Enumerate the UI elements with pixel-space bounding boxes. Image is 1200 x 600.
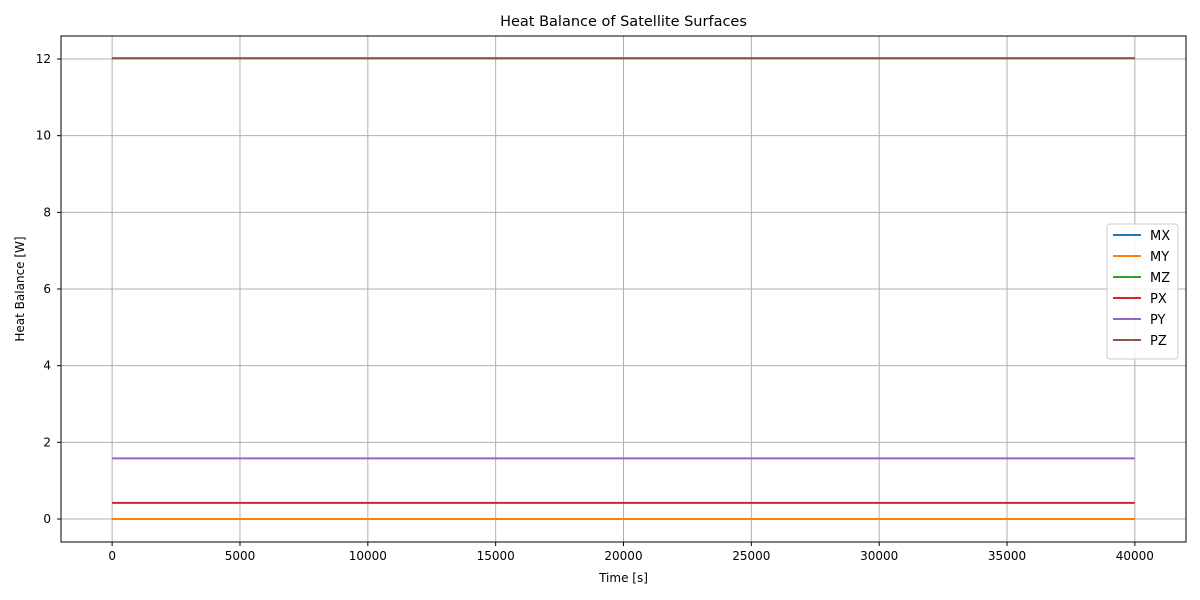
y-tick-label: 2 bbox=[43, 435, 51, 449]
legend-label-py: PY bbox=[1150, 313, 1166, 328]
y-axis-label: Heat Balance [W] bbox=[13, 236, 27, 341]
y-tick-label: 8 bbox=[43, 205, 51, 219]
x-tick-label: 40000 bbox=[1116, 549, 1154, 563]
y-tick-label: 4 bbox=[43, 359, 51, 373]
legend-label-mz: MZ bbox=[1150, 271, 1170, 286]
x-axis-label: Time [s] bbox=[598, 571, 648, 585]
x-tick-label: 20000 bbox=[604, 549, 642, 563]
chart-title: Heat Balance of Satellite Surfaces bbox=[500, 14, 747, 30]
legend-label-my: MY bbox=[1150, 250, 1169, 265]
legend-label-mx: MX bbox=[1150, 229, 1170, 244]
x-tick-label: 0 bbox=[108, 549, 116, 563]
y-tick-label: 6 bbox=[43, 282, 51, 296]
x-tick-label: 30000 bbox=[860, 549, 898, 563]
legend-label-pz: PZ bbox=[1150, 334, 1167, 349]
series-lines bbox=[112, 57, 1135, 520]
x-tick-label: 15000 bbox=[477, 549, 515, 563]
y-tick-label: 10 bbox=[36, 129, 51, 143]
y-tick-label: 12 bbox=[36, 52, 51, 66]
x-tick-label: 5000 bbox=[225, 549, 256, 563]
x-tick-label: 35000 bbox=[988, 549, 1026, 563]
x-tick-label: 25000 bbox=[732, 549, 770, 563]
legend-box bbox=[1106, 223, 1179, 360]
x-tick-label: 10000 bbox=[349, 549, 387, 563]
axis-ticks: 0 5000 10000 15000 20000 25000 30000 35000 40000… bbox=[36, 52, 1154, 563]
legend: MX MY MZ PX PY PZ bbox=[1106, 223, 1179, 360]
legend-label-px: PX bbox=[1150, 292, 1167, 307]
y-tick-label: 0 bbox=[43, 512, 51, 526]
